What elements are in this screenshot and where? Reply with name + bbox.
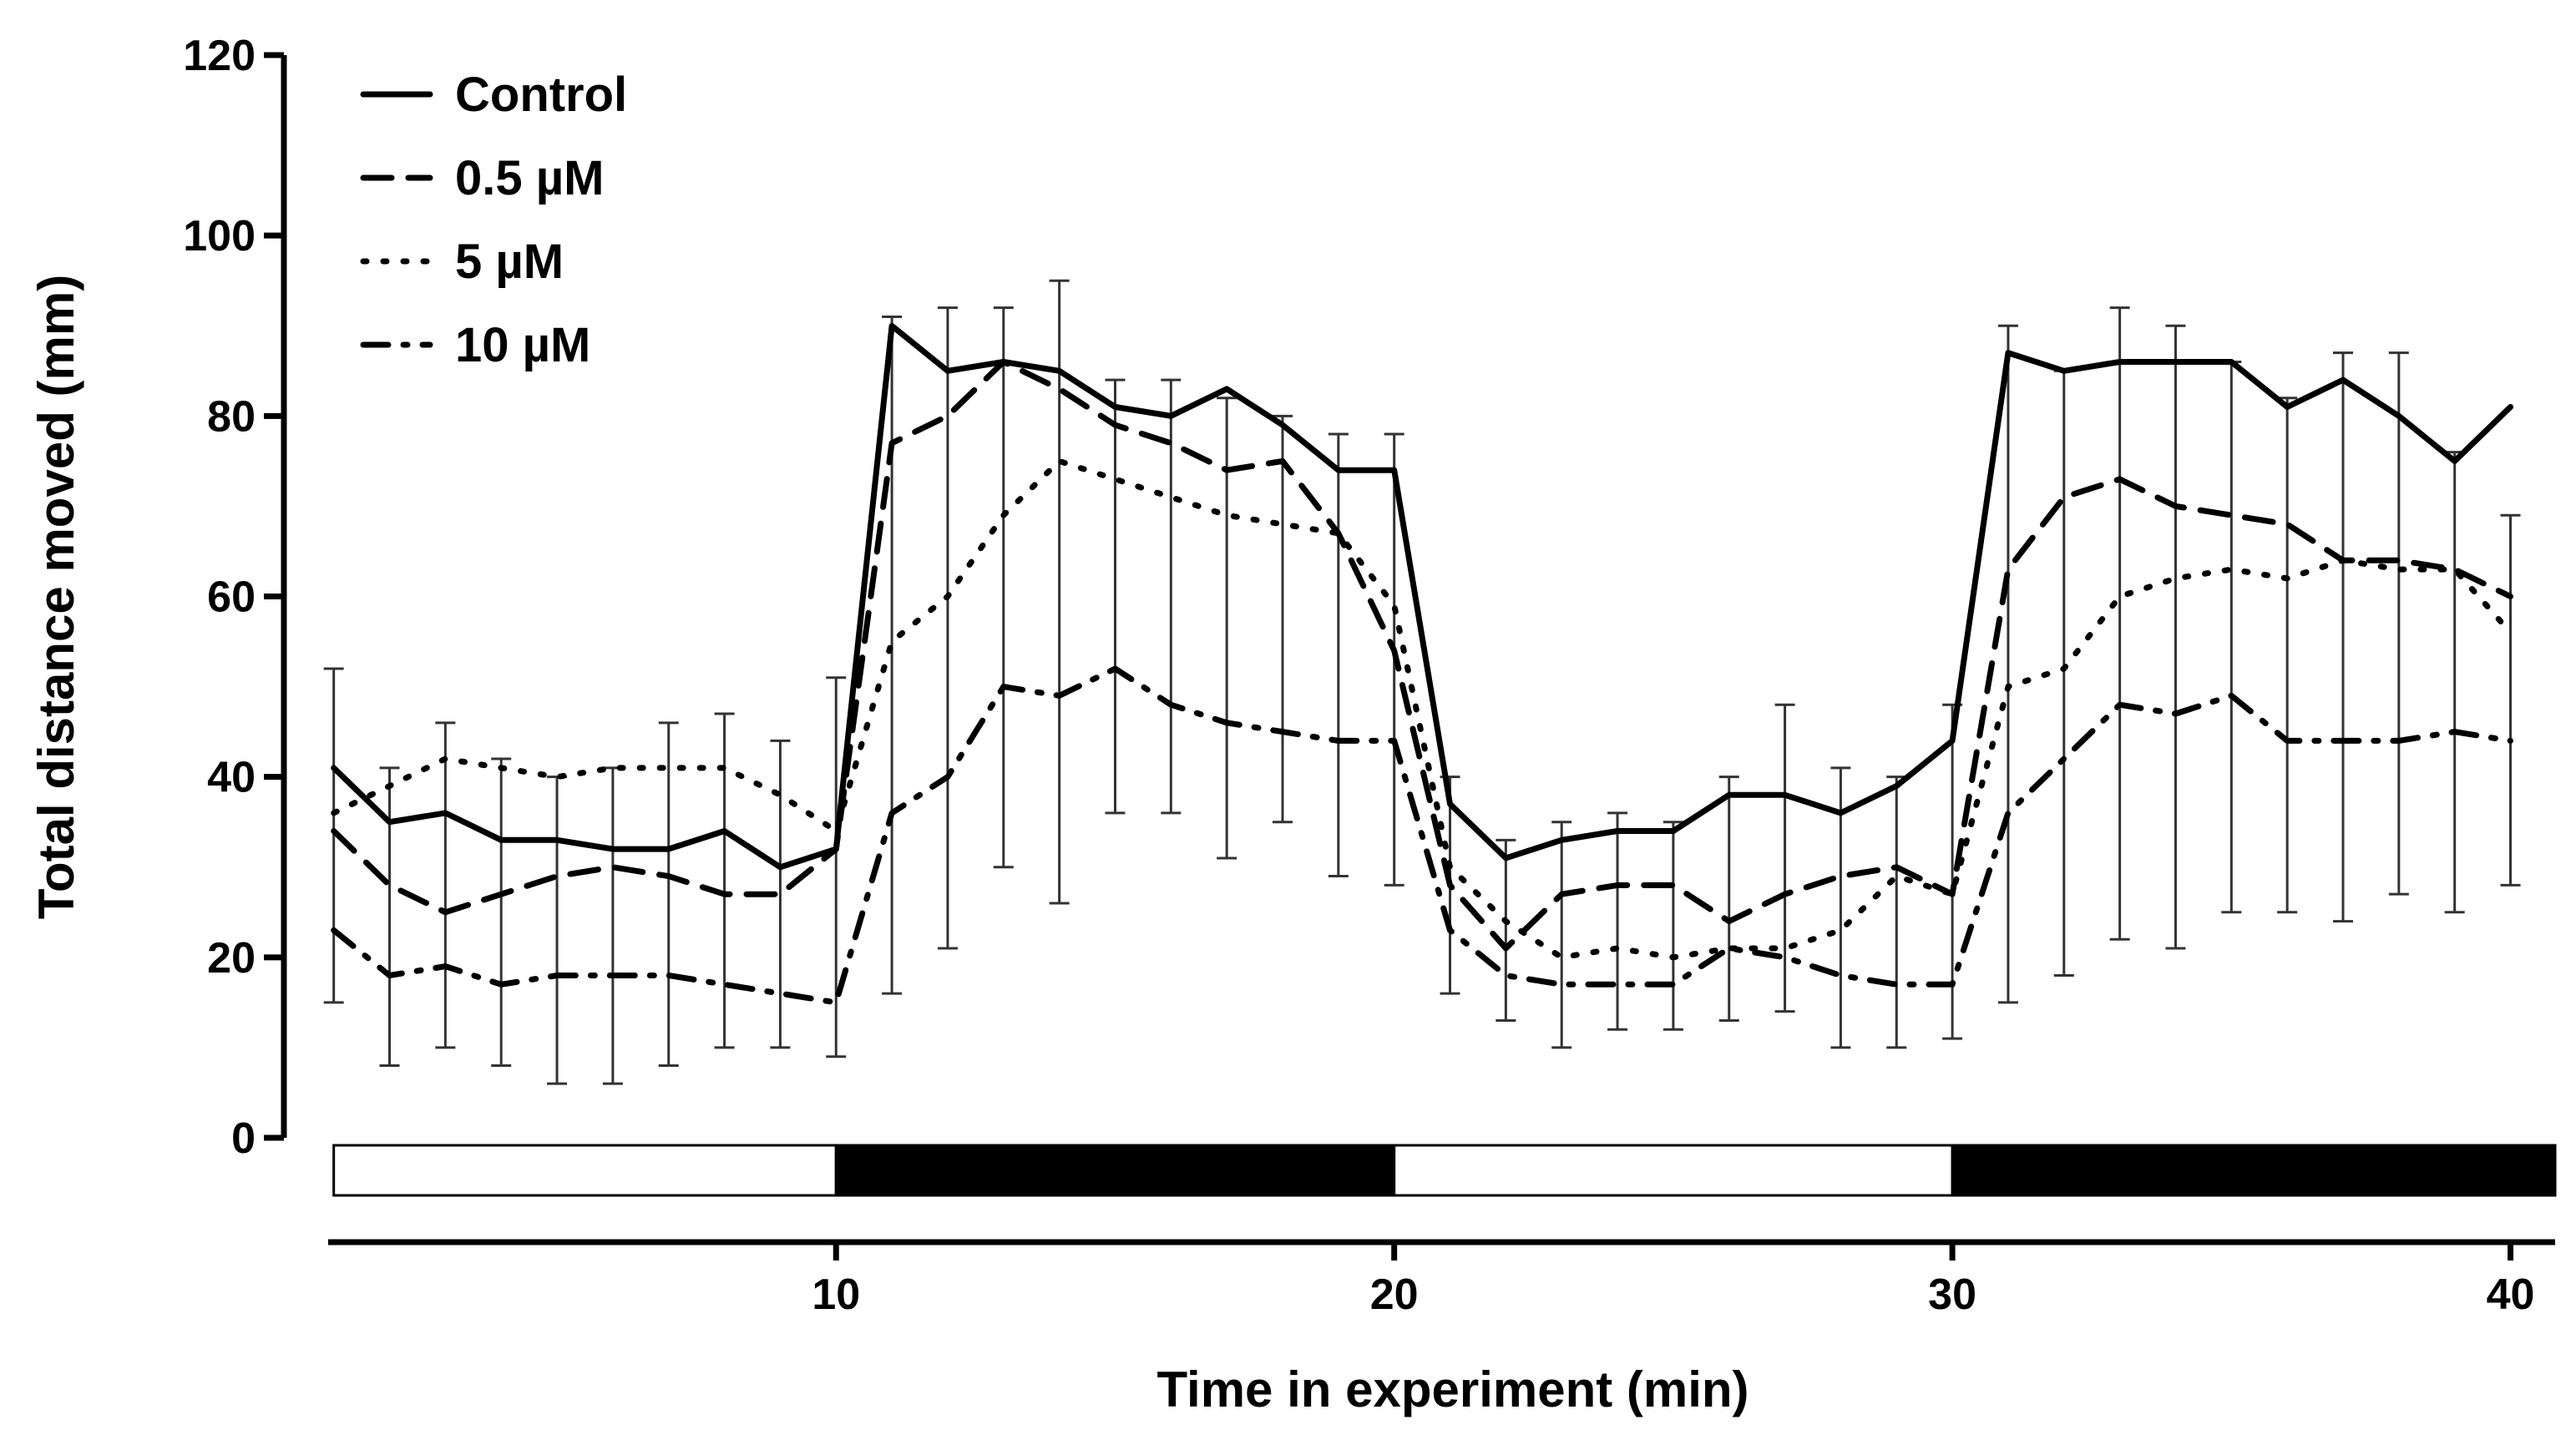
x-tick-label: 20 — [1370, 1271, 1419, 1319]
phase-segment-dark — [834, 1144, 1396, 1197]
error-bars — [323, 279, 2521, 1085]
x-tick-label: 10 — [812, 1271, 860, 1319]
series-line-1 — [331, 359, 2513, 952]
phase-segment-light — [332, 1144, 838, 1197]
y-tick-label: 100 — [183, 212, 256, 260]
phase-segment-dark — [1951, 1144, 2557, 1197]
series-line-3 — [331, 665, 2513, 1006]
series-line-2 — [331, 457, 2513, 961]
x-axis-title: Time in experiment (min) — [1156, 1362, 1749, 1417]
phase-segment-light — [1393, 1144, 1954, 1197]
y-tick-label: 120 — [183, 32, 256, 80]
series-line-0 — [331, 322, 2513, 871]
series-lines — [331, 322, 2513, 1006]
y-tick-label: 80 — [207, 392, 256, 441]
y-tick-label: 60 — [207, 573, 256, 622]
y-axis-title: Total distance moved (mm) — [28, 275, 84, 919]
legend-label-3: 10 µM — [455, 318, 590, 372]
x-tick-label: 30 — [1928, 1271, 1976, 1319]
y-tick-label: 40 — [207, 754, 256, 802]
legend-label-0: Control — [455, 68, 627, 122]
legend-label-1: 0.5 µM — [455, 151, 604, 205]
axes: 0 20 40 60 80 100 120 10 20 30 40 — [183, 32, 2555, 1319]
light-dark-bar — [332, 1144, 2557, 1197]
y-tick-label: 0 — [231, 1114, 256, 1163]
x-tick-label: 40 — [2487, 1271, 2535, 1319]
legend-label-2: 5 µM — [455, 235, 564, 289]
y-tick-label: 20 — [207, 934, 256, 983]
legend: Control 0.5 µM 5 µM 10 µM — [360, 68, 627, 372]
